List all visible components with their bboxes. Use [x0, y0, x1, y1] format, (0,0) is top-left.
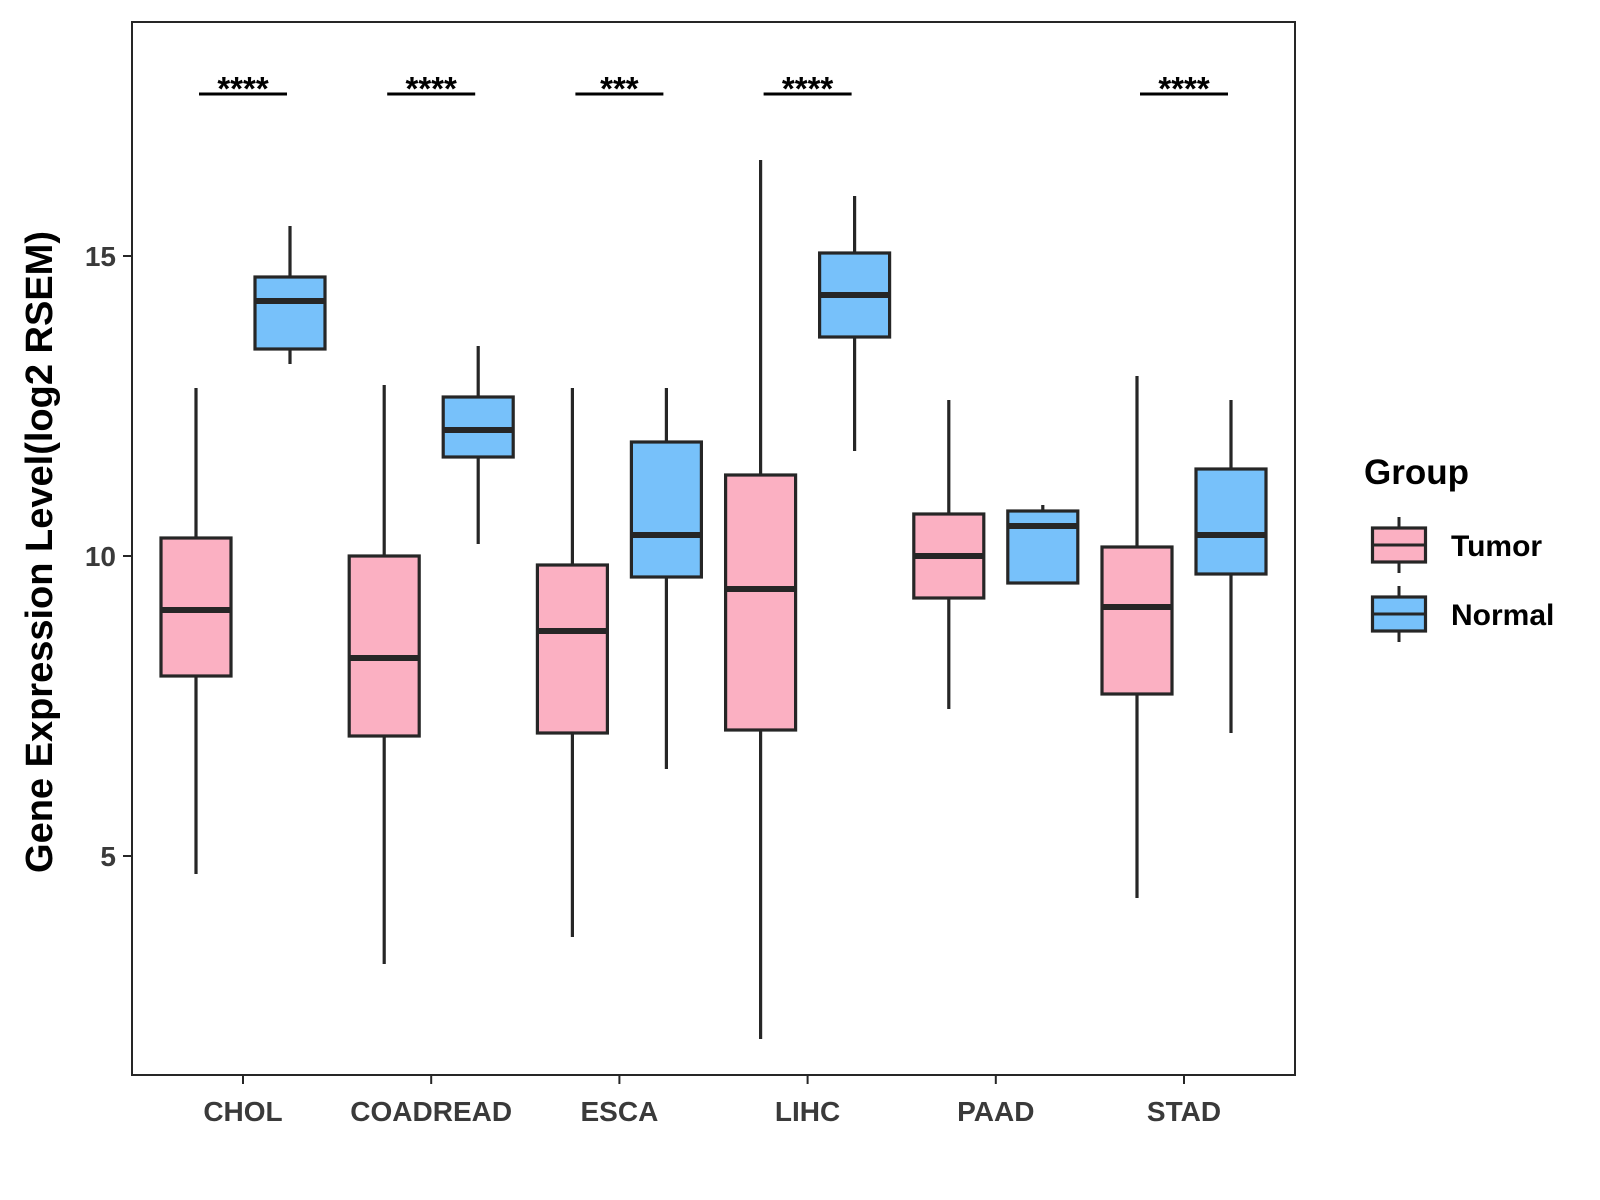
box-normal-chol — [253, 226, 327, 364]
box-tumor-esca — [535, 388, 610, 937]
box-tumor-coadread — [347, 385, 421, 964]
plot-panel-border — [131, 21, 1296, 1076]
legend-title: Group — [1364, 453, 1469, 492]
box-normal-paad — [1006, 505, 1080, 585]
x-tick-label: PAAD — [957, 1096, 1034, 1127]
y-tick-label: 5 — [100, 841, 116, 872]
y-axis-title: Gene Expression Level(log2 RSEM) — [19, 231, 61, 873]
x-tick-label: LIHC — [775, 1096, 840, 1127]
y-tick-label: 10 — [85, 541, 116, 572]
significance-label: **** — [406, 70, 458, 107]
box-tumor-paad — [912, 400, 986, 709]
x-tick-label: CHOL — [203, 1096, 282, 1127]
legend-key-normal — [1370, 586, 1428, 642]
x-tick-label: COADREAD — [350, 1096, 512, 1127]
significance-annotations: **** **** *** **** **** — [199, 70, 1228, 107]
box-body — [253, 275, 327, 351]
significance-label: **** — [782, 70, 834, 107]
box-body — [1006, 509, 1080, 585]
box-normal-coadread — [441, 346, 515, 544]
chart-marks — [159, 160, 1268, 1039]
x-tick-label: STAD — [1147, 1096, 1221, 1127]
y-axis: 5 10 15 — [85, 241, 132, 872]
box-body — [629, 440, 704, 579]
legend-key-tumor — [1370, 517, 1428, 573]
legend-label-tumor: Tumor — [1451, 530, 1542, 563]
box-body — [1194, 467, 1268, 576]
box-body — [1100, 545, 1174, 696]
significance-label: *** — [600, 70, 639, 107]
box-normal-esca — [629, 388, 704, 769]
legend-label-normal: Normal — [1451, 599, 1554, 632]
y-tick-label: 15 — [85, 241, 116, 272]
box-body — [535, 563, 610, 735]
legend: Group Tumor Normal — [1364, 453, 1554, 642]
box-tumor-stad — [1100, 376, 1174, 898]
box-normal-stad — [1194, 400, 1268, 733]
x-tick-label: ESCA — [581, 1096, 659, 1127]
box-body — [347, 554, 421, 738]
box-tumor-chol — [159, 388, 233, 874]
box-body — [723, 473, 798, 732]
significance-label: **** — [1158, 70, 1210, 107]
box-tumor-lihc — [723, 160, 798, 1039]
x-axis: CHOL COADREAD ESCA LIHC PAAD STAD — [203, 1075, 1221, 1127]
box-normal-lihc — [817, 196, 892, 451]
significance-label: **** — [217, 70, 269, 107]
